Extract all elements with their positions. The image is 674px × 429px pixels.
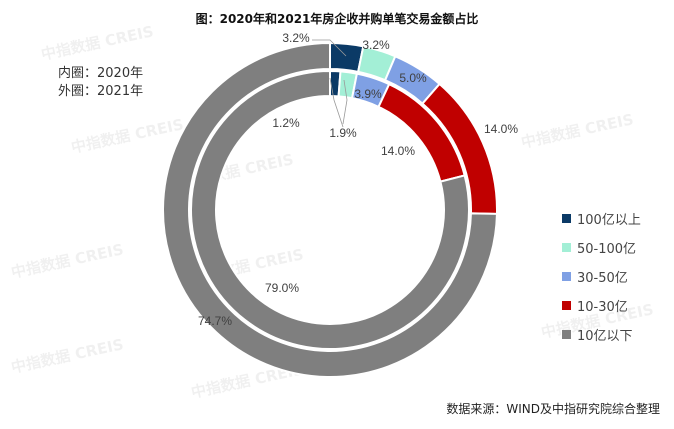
legend: 100亿以上 50-100亿 30-50亿 10-30亿 10亿以下 bbox=[562, 204, 641, 349]
outer-data-label: 74.7% bbox=[198, 314, 232, 328]
legend-label: 10亿以下 bbox=[577, 329, 633, 344]
legend-swatch bbox=[562, 301, 571, 310]
outer-data-label: 5.0% bbox=[399, 71, 427, 85]
inner-data-label: 3.9% bbox=[354, 87, 382, 101]
inner-data-label: 1.2% bbox=[272, 116, 300, 130]
outer-slice-4 bbox=[162, 41, 498, 378]
leader-line bbox=[312, 39, 347, 57]
inner-ring-note: 内圈：2020年 bbox=[58, 66, 144, 81]
legend-swatch bbox=[562, 330, 571, 339]
outer-ring-note: 外圈：2021年 bbox=[58, 84, 144, 99]
leader-line bbox=[329, 77, 344, 128]
legend-label: 50-100亿 bbox=[577, 242, 637, 257]
inner-data-label: 14.0% bbox=[381, 144, 415, 158]
chart-title: 图：2020年和2021年房企收并购单笔交易金额占比 bbox=[195, 12, 479, 26]
legend-label: 100亿以上 bbox=[577, 213, 641, 228]
source-note: 数据来源：WIND及中指研究院综合整理 bbox=[446, 402, 660, 416]
outer-data-label: 3.2% bbox=[282, 31, 310, 45]
legend-item: 30-50亿 bbox=[562, 262, 641, 291]
inner-slice-4 bbox=[190, 69, 470, 350]
legend-label: 30-50亿 bbox=[577, 271, 628, 286]
legend-swatch bbox=[562, 214, 571, 223]
legend-item: 100亿以上 bbox=[562, 204, 641, 233]
outer-data-label: 14.0% bbox=[484, 122, 518, 136]
legend-item: 50-100亿 bbox=[562, 233, 641, 262]
legend-swatch bbox=[562, 272, 571, 281]
legend-swatch bbox=[562, 243, 571, 252]
legend-label: 10-30亿 bbox=[577, 300, 628, 315]
leader-line bbox=[342, 79, 348, 125]
legend-item: 10亿以下 bbox=[562, 320, 641, 349]
legend-item: 10-30亿 bbox=[562, 291, 641, 320]
inner-data-label: 1.9% bbox=[329, 126, 357, 140]
inner-data-label: 79.0% bbox=[265, 281, 299, 295]
outer-data-label: 3.2% bbox=[362, 38, 390, 52]
